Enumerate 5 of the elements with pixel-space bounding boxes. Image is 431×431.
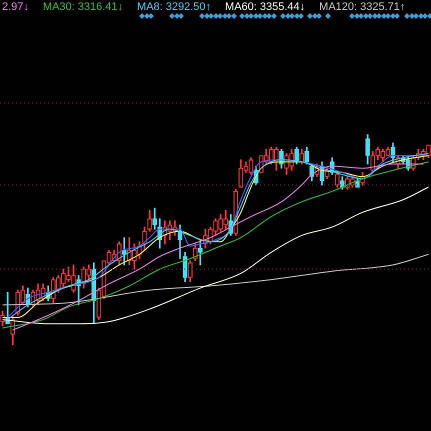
text: MA120: 3325.71↑ (319, 1, 406, 13)
text: MA30: 3316.41↓ (42, 1, 124, 13)
text: MA60: 3355.44↓ (225, 1, 306, 13)
text: MA8: 3292.50↑ (137, 1, 212, 13)
text: 2.97↓ (2, 1, 29, 13)
